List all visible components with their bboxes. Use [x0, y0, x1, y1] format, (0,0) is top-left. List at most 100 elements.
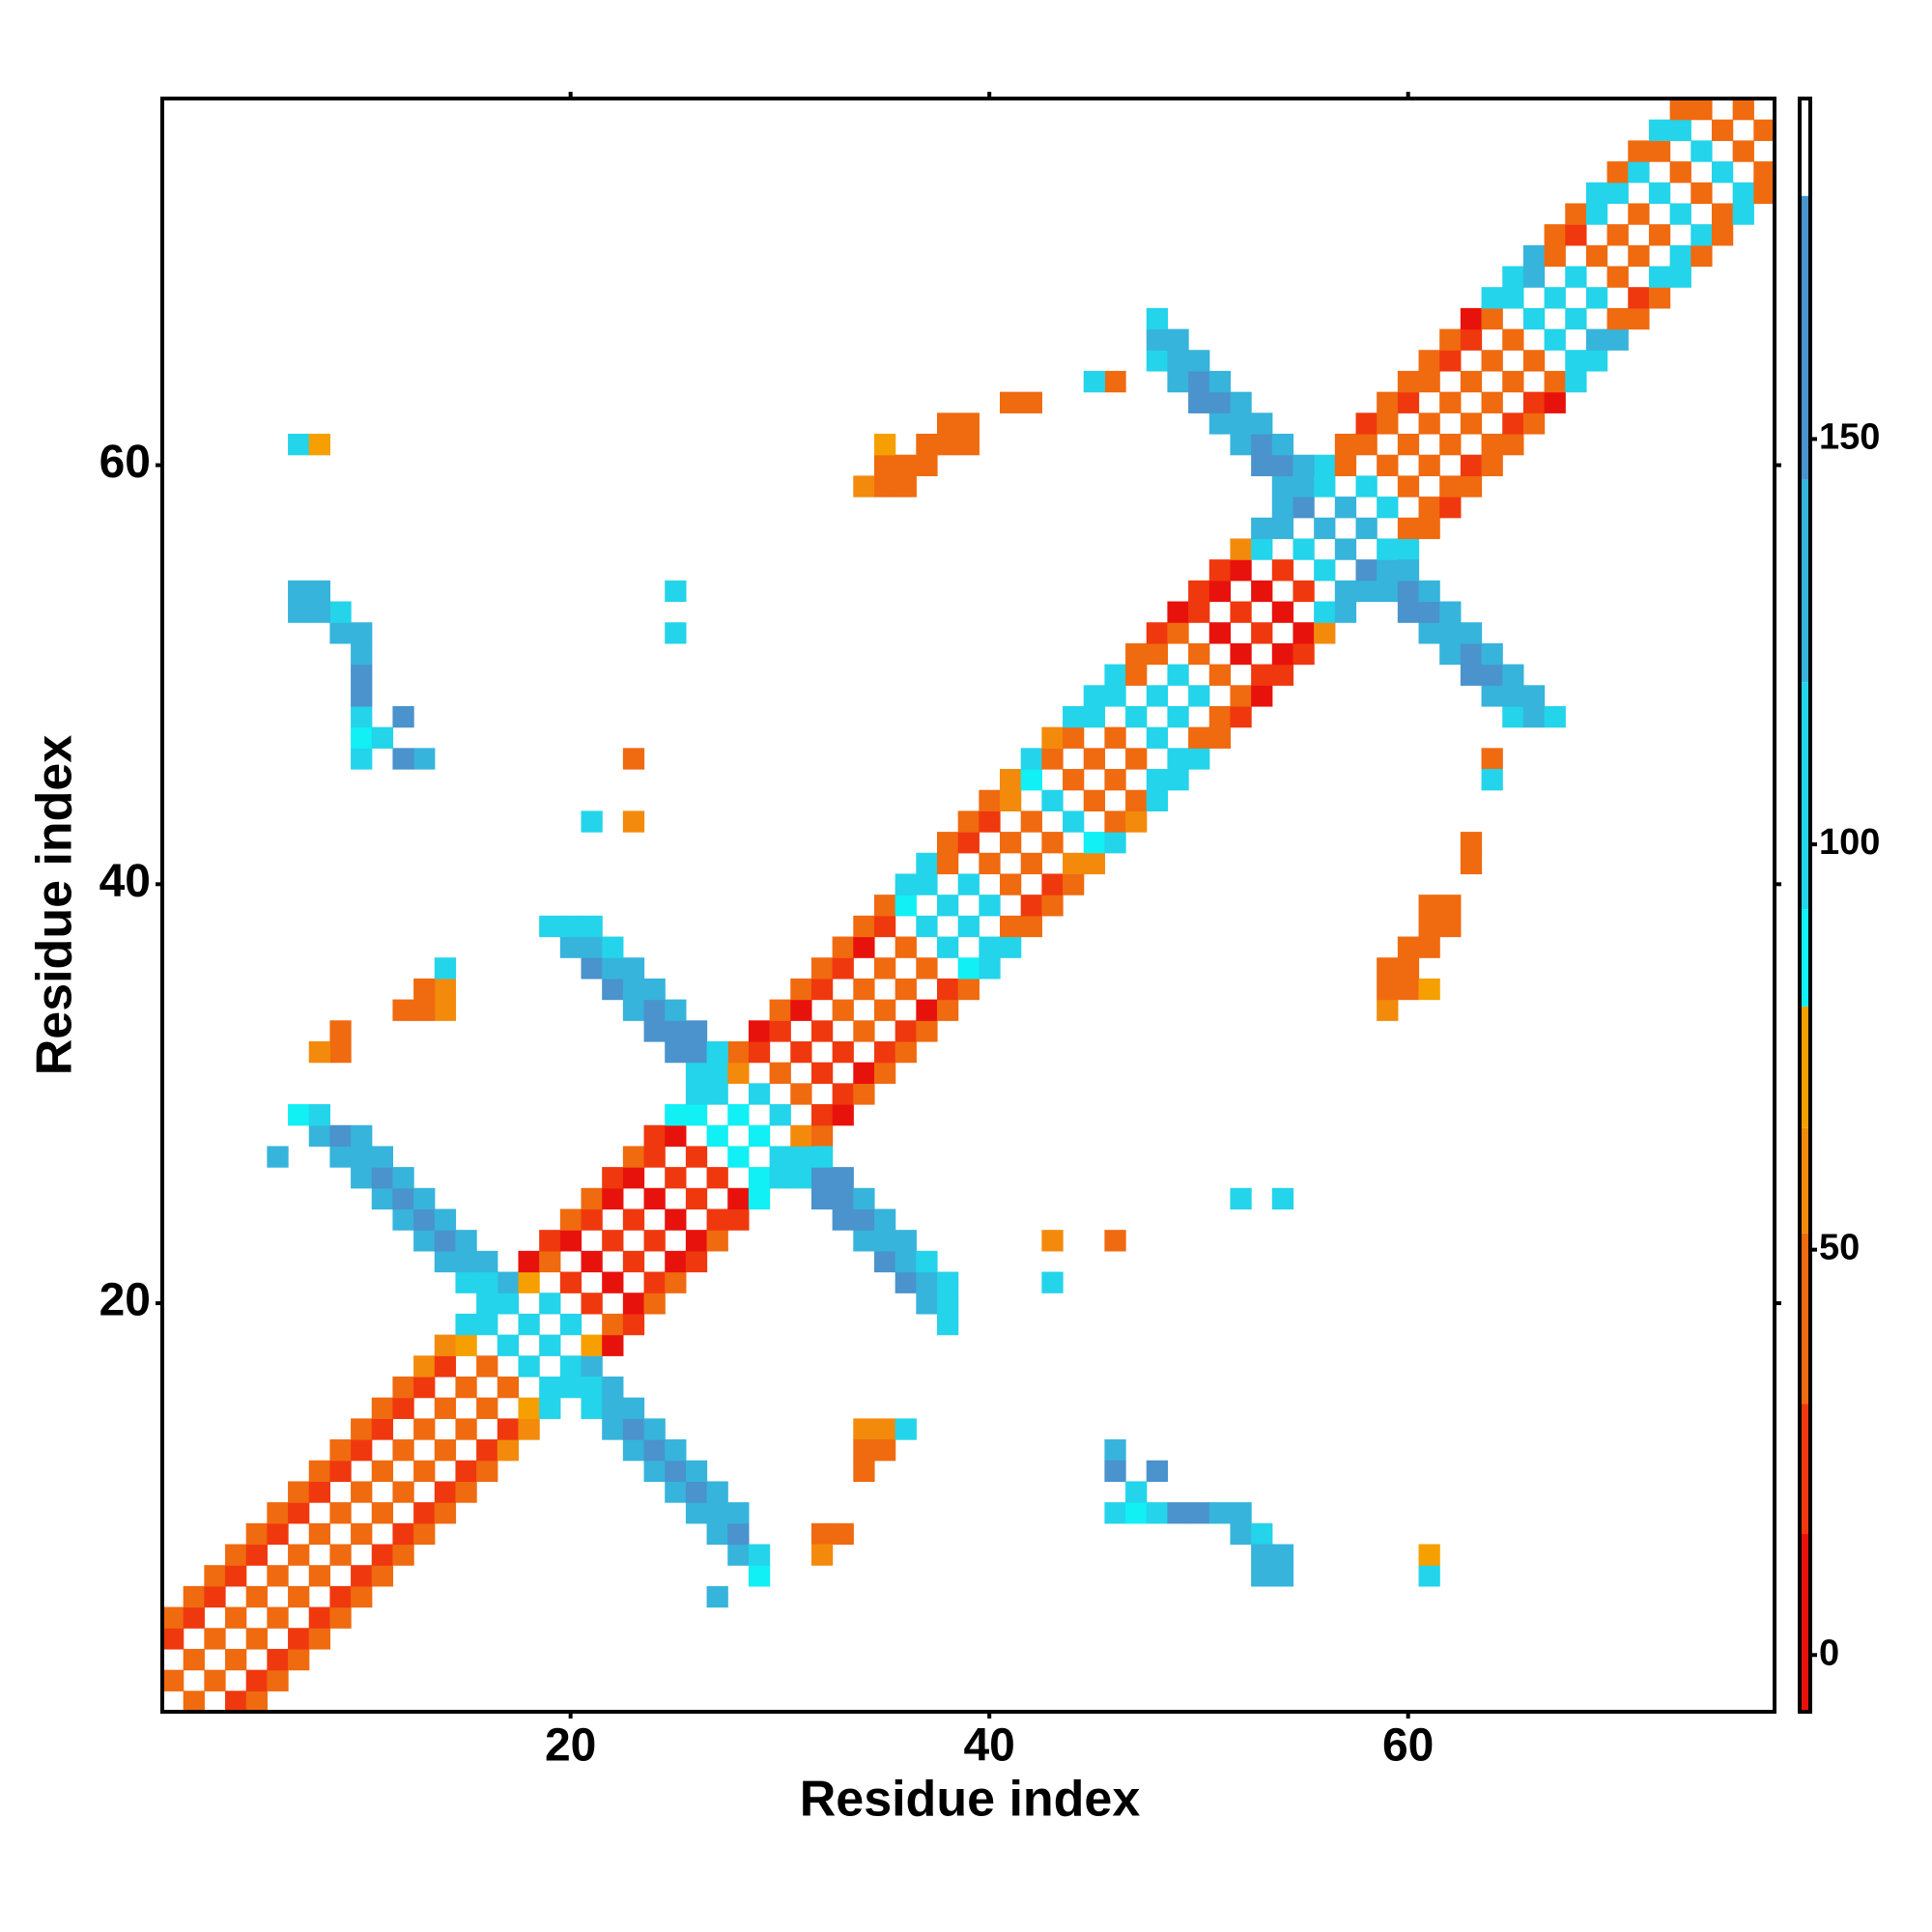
- x-tick-label: 40: [963, 1720, 1014, 1772]
- heatmap-cell: [476, 1439, 498, 1462]
- heatmap-cell: [1628, 307, 1650, 330]
- heatmap-cell: [1502, 287, 1524, 309]
- heatmap-cell: [895, 936, 917, 958]
- heatmap-cell: [602, 1418, 624, 1440]
- heatmap-cell: [351, 1167, 373, 1189]
- heatmap-cell: [1104, 1439, 1126, 1462]
- heatmap-cell: [581, 1187, 603, 1210]
- heatmap-cell: [476, 1293, 498, 1315]
- heatmap-cell: [1334, 601, 1357, 623]
- heatmap-cell: [957, 832, 980, 854]
- heatmap-cell: [288, 601, 310, 623]
- heatmap-cell: [559, 1230, 582, 1252]
- heatmap-cell: [1753, 182, 1776, 205]
- heatmap-cell: [936, 434, 959, 456]
- heatmap-cell: [329, 1020, 352, 1042]
- heatmap-cell: [810, 1187, 834, 1210]
- heatmap-cell: [1293, 580, 1315, 603]
- heatmap-cell: [1460, 307, 1483, 330]
- heatmap-cell: [1355, 559, 1378, 582]
- heatmap-cell: [790, 1167, 812, 1189]
- heatmap-cell: [1146, 642, 1169, 666]
- heatmap-cell: [832, 957, 854, 980]
- heatmap-cell: [1230, 601, 1252, 623]
- heatmap-cell: [643, 1418, 666, 1440]
- heatmap-cell: [1083, 832, 1105, 854]
- heatmap-cell: [895, 1040, 917, 1064]
- heatmap-cell: [957, 915, 980, 938]
- heatmap-cell: [643, 1439, 666, 1462]
- heatmap-cell: [936, 832, 959, 854]
- heatmap-cell: [1188, 748, 1210, 770]
- heatmap-cell: [1334, 454, 1357, 476]
- heatmap-cell: [853, 915, 875, 938]
- heatmap-cell: [288, 1585, 310, 1608]
- heatmap-cell: [1314, 475, 1336, 497]
- heatmap-cell: [602, 1271, 624, 1293]
- heatmap-cell: [392, 1187, 414, 1210]
- heatmap-cell: [1208, 705, 1232, 728]
- heatmap-cell: [371, 1418, 394, 1440]
- heatmap-cell: [434, 999, 457, 1021]
- heatmap-cell: [1293, 642, 1315, 666]
- heatmap-cell: [1208, 559, 1232, 582]
- heatmap-cell: [1083, 705, 1105, 728]
- heatmap-cell: [1397, 936, 1420, 958]
- heatmap-cell: [1628, 203, 1650, 225]
- heatmap-cell: [581, 810, 603, 833]
- y-tick-label: 20: [99, 1275, 151, 1326]
- heatmap-cell: [267, 1502, 289, 1524]
- heatmap-cell: [288, 1104, 310, 1126]
- heatmap-cell: [1544, 224, 1566, 246]
- heatmap-cell: [1439, 391, 1462, 413]
- heatmap-cell: [1020, 769, 1042, 791]
- heatmap-cell: [1293, 475, 1315, 497]
- heatmap-cell: [916, 1250, 938, 1273]
- heatmap-cell: [706, 1230, 728, 1252]
- heatmap-cell: [1481, 307, 1503, 330]
- heatmap-cell: [1251, 1522, 1273, 1546]
- heatmap-cell: [832, 1040, 854, 1064]
- heatmap-cell: [434, 978, 457, 1001]
- heatmap-cell: [288, 434, 310, 456]
- heatmap-cell: [916, 454, 938, 476]
- heatmap-cell: [1397, 978, 1420, 1001]
- heatmap-cell: [1293, 538, 1315, 560]
- heatmap-cell: [581, 1293, 603, 1315]
- heatmap-cell: [1104, 1230, 1126, 1252]
- heatmap-cell: [979, 852, 1001, 875]
- heatmap-cell: [476, 1460, 498, 1483]
- heatmap-cell: [204, 1585, 226, 1608]
- heatmap-cell: [895, 1230, 917, 1252]
- heatmap-cell: [1104, 726, 1126, 749]
- heatmap-cell: [1041, 873, 1064, 895]
- heatmap-cell: [1481, 748, 1503, 770]
- heatmap-cell: [1230, 642, 1252, 666]
- heatmap-cell: [1418, 350, 1440, 372]
- heatmap-cell: [518, 1355, 540, 1378]
- heatmap-cell: [497, 1376, 520, 1399]
- heatmap-cell: [1565, 350, 1587, 372]
- colorbar-segment: [1800, 1404, 1810, 1534]
- heatmap-cell: [413, 1208, 436, 1231]
- heatmap-cell: [1628, 161, 1650, 184]
- heatmap-cell: [1418, 517, 1440, 540]
- heatmap-cell: [957, 810, 980, 833]
- heatmap-cell: [769, 1167, 791, 1189]
- heatmap-cell: [622, 1167, 645, 1189]
- heatmap-cell: [1230, 434, 1252, 456]
- heatmap-cell: [665, 1104, 687, 1126]
- heatmap-cell: [727, 1522, 750, 1546]
- heatmap-cell: [183, 1606, 205, 1629]
- heatmap-cell: [727, 1187, 750, 1210]
- heatmap-cell: [1439, 622, 1462, 644]
- heatmap-cell: [1000, 391, 1022, 413]
- heatmap-cell: [1125, 664, 1148, 686]
- heatmap-cell: [665, 1167, 687, 1189]
- heatmap-cell: [916, 434, 938, 456]
- heatmap-cell: [497, 1334, 520, 1356]
- heatmap-cell: [1481, 287, 1503, 309]
- heatmap-cell: [581, 915, 603, 938]
- heatmap-cell: [853, 1083, 875, 1105]
- heatmap-cell: [1377, 497, 1399, 519]
